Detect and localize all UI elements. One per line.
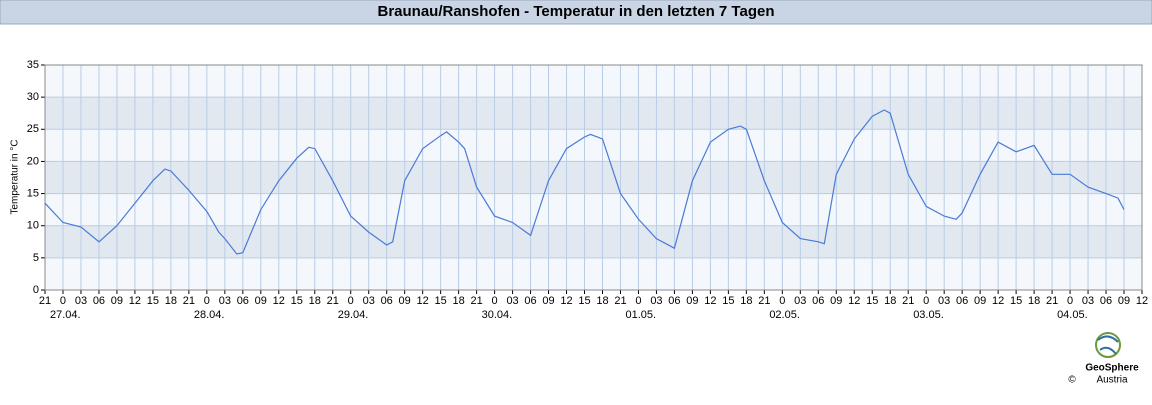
x-date-label: 03.05. <box>913 309 944 321</box>
x-tick-label: 21 <box>183 295 195 307</box>
x-tick-label: 03 <box>506 295 518 307</box>
temperature-line <box>44 109 1125 255</box>
x-tick-label: 0 <box>60 295 66 307</box>
x-tick-label: 18 <box>309 295 321 307</box>
x-tick-label: 06 <box>1100 295 1112 307</box>
y-tick-label: 25 <box>27 123 39 135</box>
x-tick-label: 15 <box>578 295 590 307</box>
x-tick-label: 12 <box>992 295 1004 307</box>
y-tick-label: 10 <box>27 220 39 232</box>
x-tick-label: 12 <box>1136 295 1148 307</box>
x-tick-label: 06 <box>524 295 536 307</box>
x-tick-label: 06 <box>956 295 968 307</box>
x-tick-label: 09 <box>255 295 267 307</box>
logo-sub: Austria <box>1096 375 1128 386</box>
x-date-label: 27.04. <box>50 309 81 321</box>
x-tick-label: 18 <box>884 295 896 307</box>
logo-icon <box>1095 332 1121 358</box>
x-tick-label: 0 <box>635 295 641 307</box>
x-tick-label: 09 <box>1118 295 1130 307</box>
x-tick-label: 06 <box>381 295 393 307</box>
x-tick-label: 12 <box>273 295 285 307</box>
x-tick-label: 15 <box>1010 295 1022 307</box>
x-tick-label: 03 <box>938 295 950 307</box>
x-tick-label: 03 <box>794 295 806 307</box>
x-tick-label: 18 <box>452 295 464 307</box>
title-bar <box>0 0 1152 25</box>
grid-band <box>45 97 1142 130</box>
x-tick-label: 06 <box>668 295 680 307</box>
x-date-label: 02.05. <box>769 309 800 321</box>
x-tick-label: 18 <box>165 295 177 307</box>
y-tick-label: 15 <box>27 187 39 199</box>
x-tick-label: 0 <box>779 295 785 307</box>
x-tick-label: 06 <box>93 295 105 307</box>
x-tick-label: 03 <box>75 295 87 307</box>
x-tick-label: 09 <box>542 295 554 307</box>
x-tick-label: 12 <box>417 295 429 307</box>
grid-band <box>45 225 1142 258</box>
x-tick-label: 03 <box>650 295 662 307</box>
x-tick-label: 21 <box>470 295 482 307</box>
logo-name: GeoSphere <box>1085 363 1139 374</box>
x-tick-label: 21 <box>39 295 51 307</box>
x-tick-label: 03 <box>363 295 375 307</box>
x-tick-label: 15 <box>435 295 447 307</box>
logo: GeoSphere Austria © <box>1068 332 1139 386</box>
x-tick-label: 21 <box>327 295 339 307</box>
x-tick-label: 09 <box>830 295 842 307</box>
x-tick-label: 0 <box>204 295 210 307</box>
y-tick-label: 35 <box>27 59 39 71</box>
x-tick-label: 0 <box>923 295 929 307</box>
x-date-label: 01.05. <box>625 309 656 321</box>
x-tick-label: 15 <box>866 295 878 307</box>
x-tick-label: 03 <box>1082 295 1094 307</box>
plot-border <box>44 64 1143 291</box>
x-tick-label: 21 <box>758 295 770 307</box>
x-tick-label: 06 <box>812 295 824 307</box>
x-tick-label: 21 <box>1046 295 1058 307</box>
x-tick-label: 12 <box>848 295 860 307</box>
y-tick-label: 30 <box>27 91 39 103</box>
x-tick-label: 15 <box>147 295 159 307</box>
x-tick-label: 03 <box>219 295 231 307</box>
x-tick-label: 15 <box>722 295 734 307</box>
x-tick-label: 12 <box>704 295 716 307</box>
x-date-label: 04.05. <box>1057 309 1088 321</box>
x-tick-label: 12 <box>129 295 141 307</box>
x-tick-label: 21 <box>614 295 626 307</box>
x-tick-label: 09 <box>974 295 986 307</box>
x-tick-label: 12 <box>560 295 572 307</box>
x-tick-label: 0 <box>1067 295 1073 307</box>
x-tick-label: 0 <box>348 295 354 307</box>
x-tick-label: 06 <box>237 295 249 307</box>
x-tick-label: 09 <box>111 295 123 307</box>
logo-icon <box>1097 335 1119 355</box>
chart-title: Braunau/Ranshofen - Temperatur in den le… <box>378 3 775 20</box>
x-tick-label: 18 <box>596 295 608 307</box>
y-axis-label: Temperatur in °C <box>10 139 21 214</box>
x-tick-label: 15 <box>291 295 303 307</box>
x-date-label: 28.04. <box>194 309 225 321</box>
grid-band <box>45 161 1142 194</box>
x-tick-label: 0 <box>492 295 498 307</box>
x-tick-label: 09 <box>686 295 698 307</box>
y-tick-label: 5 <box>33 252 39 264</box>
y-tick-label: 20 <box>27 155 39 167</box>
x-date-label: 29.04. <box>338 309 369 321</box>
x-tick-label: 18 <box>740 295 752 307</box>
x-tick-label: 21 <box>902 295 914 307</box>
x-tick-label: 18 <box>1028 295 1040 307</box>
copyright: © <box>1068 375 1076 386</box>
x-date-label: 30.04. <box>482 309 513 321</box>
y-tick-label: 0 <box>33 284 39 296</box>
x-tick-label: 09 <box>399 295 411 307</box>
